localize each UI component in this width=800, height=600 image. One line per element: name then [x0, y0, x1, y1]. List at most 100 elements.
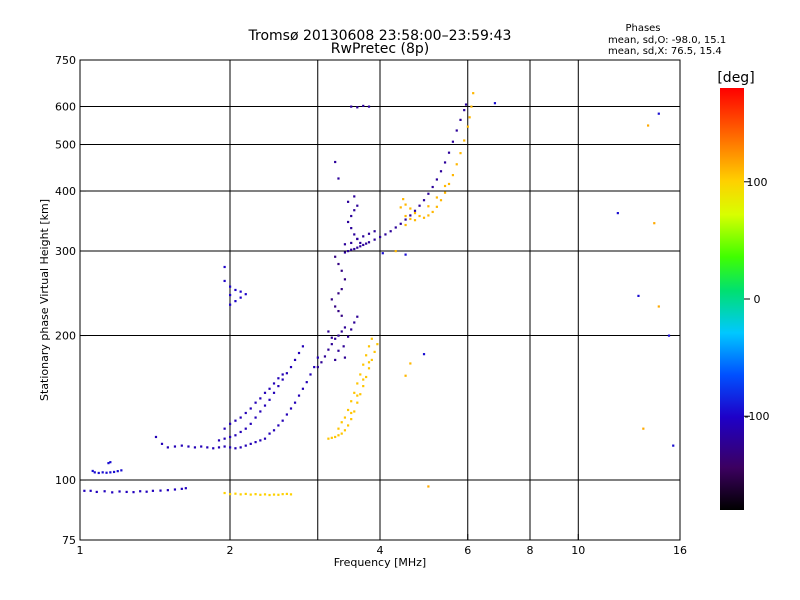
data-point [367, 241, 371, 244]
data-point [343, 278, 347, 281]
data-point [431, 185, 434, 189]
data-point [254, 401, 257, 404]
data-point [340, 421, 343, 424]
data-point [327, 330, 330, 333]
data-point [234, 300, 237, 303]
y-tick-label: 100 [55, 474, 76, 487]
x-axis-label: Frequency [MHz] [334, 556, 426, 569]
data-point [443, 184, 447, 188]
data-point [340, 330, 343, 333]
data-point [285, 492, 288, 496]
data-point [362, 235, 365, 238]
data-point [239, 290, 242, 293]
data-point [427, 205, 430, 208]
data-point [263, 391, 267, 394]
data-point [356, 394, 359, 397]
data-points [83, 92, 675, 497]
data-point [365, 375, 368, 379]
data-point [362, 363, 365, 366]
data-point [239, 493, 242, 496]
data-point [359, 245, 362, 248]
data-point [439, 170, 443, 173]
data-point [404, 223, 407, 227]
data-point [367, 367, 371, 370]
data-point [103, 490, 106, 493]
data-point [493, 102, 497, 105]
data-point [285, 372, 288, 375]
data-point [145, 490, 148, 493]
data-point [451, 173, 455, 177]
y-axis-label: Stationary phase Virtual Height [km] [38, 199, 51, 401]
data-point [399, 222, 402, 225]
data-point [334, 305, 337, 308]
phases-x-stats: mean, sd,X: 76.5, 15.4 [608, 46, 722, 57]
data-point [229, 285, 232, 288]
data-point [151, 489, 155, 492]
data-point [667, 334, 671, 337]
data-point [293, 401, 297, 404]
data-point [337, 427, 340, 430]
data-point [356, 401, 359, 404]
data-point [637, 294, 640, 297]
data-point [356, 246, 359, 249]
data-point [212, 447, 215, 450]
data-point [447, 151, 451, 154]
data-point [229, 303, 232, 306]
data-point [268, 387, 271, 390]
data-point [422, 216, 426, 219]
data-point [244, 293, 247, 296]
data-point [234, 288, 237, 292]
data-point [281, 378, 284, 381]
data-point [356, 106, 359, 109]
data-point [187, 445, 190, 448]
data-point [365, 242, 368, 245]
data-point [367, 361, 371, 364]
data-point [327, 348, 330, 351]
data-point [173, 445, 177, 448]
data-point [365, 354, 368, 357]
data-point [293, 358, 297, 362]
data-point [334, 160, 337, 164]
data-point [105, 471, 108, 474]
data-point [346, 250, 350, 253]
data-point [223, 279, 226, 283]
data-point [320, 361, 323, 364]
data-point [413, 219, 417, 222]
data-point [399, 206, 402, 209]
data-point [402, 198, 405, 201]
data-point [193, 446, 197, 449]
data-point [334, 358, 337, 362]
y-axis-ticks: 75 100 200 300 400 500 600 750 [55, 54, 86, 547]
data-point [409, 207, 412, 210]
data-point [330, 336, 333, 339]
data-point [289, 365, 293, 369]
data-point [234, 492, 237, 495]
data-point [323, 355, 327, 358]
data-point [616, 212, 619, 215]
data-point [249, 422, 252, 425]
data-point [239, 446, 242, 449]
x-tick-label: 2 [227, 544, 234, 557]
chart-title: Tromsø 20130608 23:58:00–23:59:43 [248, 28, 512, 44]
data-point [272, 382, 276, 385]
data-point [350, 214, 353, 218]
y-tick-label: 500 [55, 139, 76, 152]
data-point [340, 432, 343, 435]
data-point [259, 410, 262, 413]
data-point [234, 434, 237, 437]
y-tick-label: 200 [55, 330, 76, 343]
data-point [367, 232, 371, 235]
y-tick-label: 400 [55, 185, 76, 198]
data-point [340, 288, 343, 291]
data-point [642, 427, 645, 430]
data-point [466, 125, 469, 128]
data-point [340, 269, 343, 272]
data-point [427, 192, 430, 195]
data-point [305, 381, 308, 384]
data-point [435, 178, 438, 181]
data-point [343, 356, 347, 359]
data-point [259, 493, 262, 496]
data-point [394, 226, 397, 229]
data-point [116, 470, 119, 473]
data-point [223, 491, 226, 495]
